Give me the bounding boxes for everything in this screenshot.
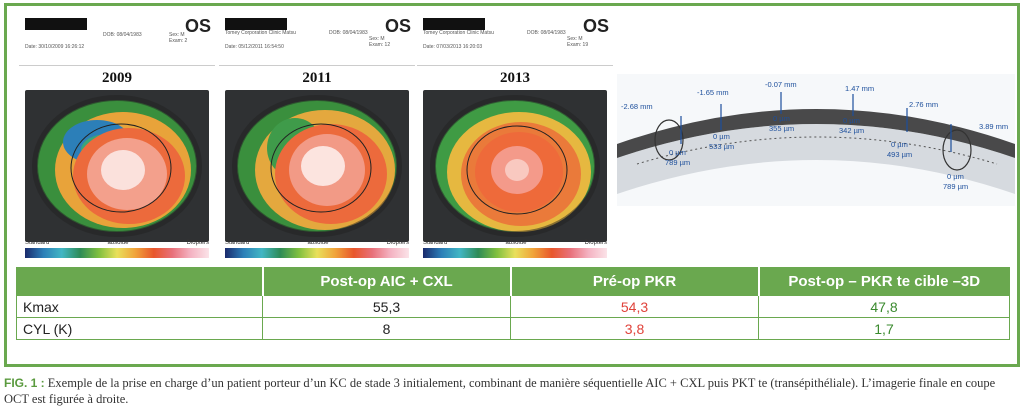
oct-cross-section: -2.68 mm -1.65 mm -0.07 mm 1.47 mm 2.76 … bbox=[617, 74, 1015, 206]
oct-position-label: -2.68 mm bbox=[621, 102, 653, 111]
oct-depth-label: 0 µm bbox=[773, 114, 790, 123]
oct-depth-label: 493 µm bbox=[887, 150, 913, 159]
oct-position-label: 3.89 mm bbox=[979, 122, 1009, 131]
sex-text: Sex: M bbox=[369, 36, 385, 42]
table-header-cell: Post-op – PKR te cible –3D bbox=[757, 267, 1010, 296]
oct-depth-label: 0 µm bbox=[891, 140, 908, 149]
exam-text: Exam: 19 bbox=[567, 42, 589, 48]
topography-map bbox=[225, 90, 409, 242]
oct-depth-label: 789 µm bbox=[943, 182, 969, 191]
figure-frame: OS DOB: 08/04/1983 Sex: M Exam: 2 Date: … bbox=[4, 3, 1020, 367]
table-cell: 3,8 bbox=[510, 317, 759, 340]
dob-text: DOB: 08/04/1983 bbox=[527, 30, 566, 36]
caption-text: Exemple de la prise en charge d’un patie… bbox=[4, 376, 996, 406]
scale-label-right: Diopters bbox=[186, 240, 209, 246]
scale-label-left: Standard bbox=[25, 240, 50, 246]
scale-label-right: Diopters bbox=[386, 240, 409, 246]
redaction-bar bbox=[225, 18, 287, 30]
oct-position-label: -1.65 mm bbox=[697, 88, 729, 97]
topography-panel-2009: OS DOB: 08/04/1983 Sex: M Exam: 2 Date: … bbox=[19, 16, 215, 264]
topography-header: OS Tomey Corporation Clinic Matsu DOB: 0… bbox=[219, 16, 415, 66]
topography-panel-2011: OS Tomey Corporation Clinic Matsu DOB: 0… bbox=[219, 16, 415, 264]
scale-labels: Standard absolue Diopters bbox=[225, 240, 409, 246]
oct-position-label: -0.07 mm bbox=[765, 80, 797, 89]
table-row: CYL (K) 8 3,8 1,7 bbox=[16, 317, 1010, 340]
table-header-cell: Pré-op PKR bbox=[509, 267, 759, 296]
sex-text: Sex: M bbox=[567, 36, 583, 42]
table-cell: 1,7 bbox=[758, 317, 1010, 340]
oct-depth-label: 0 µm bbox=[669, 148, 686, 157]
scale-label-left: Standard bbox=[225, 240, 250, 246]
oct-depth-label: 0 µm bbox=[713, 132, 730, 141]
table-row: Kmax 55,3 54,3 47,8 bbox=[16, 295, 1010, 318]
row-label-cyl: CYL (K) bbox=[16, 317, 263, 340]
date-text: Date: 07/03/2013 16:20:03 bbox=[423, 44, 483, 50]
scale-labels: Standard absolue Diopters bbox=[423, 240, 607, 246]
scale-label-right: Diopters bbox=[584, 240, 607, 246]
redaction-bar bbox=[423, 18, 485, 30]
clinic-text: Tomey Corporation Clinic Matsu bbox=[225, 30, 296, 36]
oct-depth-label: 342 µm bbox=[839, 126, 865, 135]
dob-text: DOB: 08/04/1983 bbox=[103, 32, 142, 38]
table-cell: 54,3 bbox=[510, 295, 759, 318]
topography-map bbox=[25, 90, 209, 242]
exam-text: Exam: 2 bbox=[169, 38, 188, 44]
year-label: 2013 bbox=[500, 70, 530, 86]
topography-panel-2013: OS Tomey Corporation Clinic Matsu DOB: 0… bbox=[417, 16, 613, 264]
color-scale-bar bbox=[225, 248, 409, 258]
oct-depth-label: 789 µm bbox=[665, 158, 691, 167]
scale-label-mid: absolue bbox=[107, 240, 129, 246]
oct-depth-label: 355 µm bbox=[769, 124, 795, 133]
oct-depth-label: 0 µm bbox=[843, 116, 860, 125]
scale-label-left: Standard bbox=[423, 240, 448, 246]
oct-image bbox=[617, 92, 1015, 194]
oct-depth-label: 0 µm bbox=[947, 172, 964, 181]
figure-label: FIG. 1 : bbox=[4, 376, 45, 390]
year-label: 2011 bbox=[302, 70, 332, 86]
year-label: 2009 bbox=[102, 70, 132, 86]
table-cell: 55,3 bbox=[262, 295, 511, 318]
scale-label-mid: absolue bbox=[307, 240, 329, 246]
redaction-bar bbox=[25, 18, 87, 30]
row-label-kmax: Kmax bbox=[16, 295, 263, 318]
eye-label: OS bbox=[582, 16, 609, 36]
table-cell: 47,8 bbox=[758, 295, 1010, 318]
topography-header: OS DOB: 08/04/1983 Sex: M Exam: 2 Date: … bbox=[19, 16, 215, 66]
eye-label: OS bbox=[184, 16, 211, 36]
table-cell: 8 bbox=[262, 317, 511, 340]
color-scale-bar bbox=[25, 248, 209, 258]
color-scale-bar bbox=[423, 248, 607, 258]
results-table: Post-op AIC + CXL Pré-op PKR Post-op – P… bbox=[16, 267, 1010, 340]
figure-caption: FIG. 1 : Exemple de la prise en charge d… bbox=[4, 375, 1020, 407]
oct-depth-label: 533 µm bbox=[709, 142, 735, 151]
date-text: Date: 05/12/2011 16:54:50 bbox=[225, 44, 284, 50]
dob-text: DOB: 08/04/1983 bbox=[329, 30, 368, 36]
clinic-text: Tomey Corporation Clinic Matsu bbox=[423, 30, 494, 36]
scale-label-mid: absolue bbox=[505, 240, 527, 246]
eye-label: OS bbox=[384, 16, 411, 36]
topography-header: OS Tomey Corporation Clinic Matsu DOB: 0… bbox=[417, 16, 613, 66]
topography-map bbox=[423, 90, 607, 242]
scale-labels: Standard absolue Diopters bbox=[25, 240, 209, 246]
oct-position-label: 2.76 mm bbox=[909, 100, 939, 109]
table-header-row: Post-op AIC + CXL Pré-op PKR Post-op – P… bbox=[16, 267, 1010, 296]
table-header-cell bbox=[16, 267, 263, 296]
oct-position-label: 1.47 mm bbox=[845, 84, 875, 93]
exam-text: Exam: 12 bbox=[369, 42, 391, 48]
sex-text: Sex: M bbox=[169, 32, 185, 38]
date-text: Date: 30/10/2009 16:26:12 bbox=[25, 44, 85, 50]
table-header-cell: Post-op AIC + CXL bbox=[261, 267, 511, 296]
